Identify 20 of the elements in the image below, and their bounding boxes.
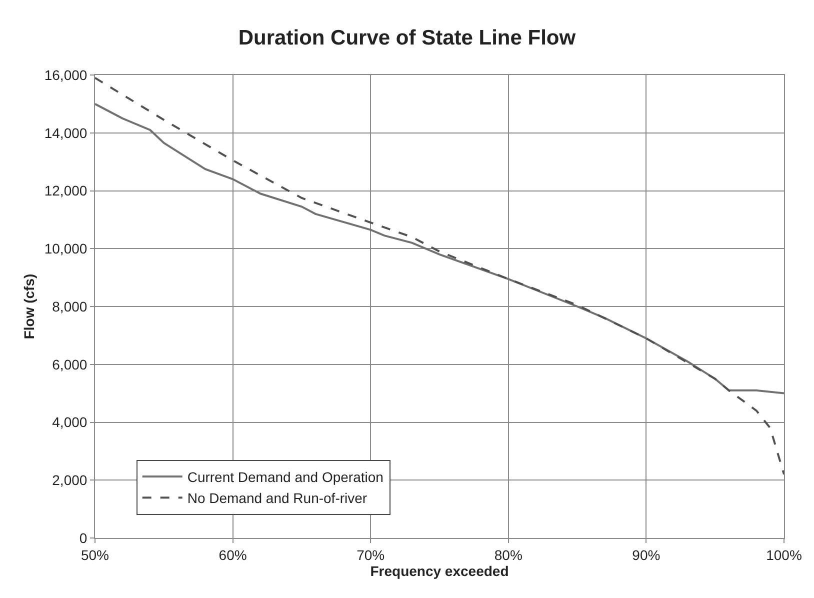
y-tick-label: 16,000 [44, 66, 88, 83]
y-tick-label: 12,000 [44, 182, 88, 199]
y-axis-title: Flow (cfs) [20, 274, 37, 340]
y-tick-label: 4,000 [52, 414, 88, 430]
y-tick-label: 2,000 [52, 472, 88, 488]
x-tick-label: 100% [766, 546, 802, 563]
y-tick-label: 10,000 [44, 240, 88, 257]
chart-title: Duration Curve of State Line Flow [238, 26, 576, 50]
x-tick-label: 80% [494, 546, 522, 563]
x-tick-label: 90% [632, 546, 660, 563]
y-tick-label: 0 [79, 530, 88, 546]
y-tick-label: 6,000 [52, 356, 88, 372]
x-tick-label: 50% [80, 546, 110, 563]
y-tick-label: 14,000 [44, 124, 88, 141]
x-tick-label: 60% [218, 546, 247, 563]
x-tick-label: 70% [356, 546, 385, 563]
legend-label: No Demand and Run-of-river [187, 490, 368, 506]
x-axis-title: Frequency exceeded [370, 563, 509, 580]
legend-label: Current Demand and Operation [187, 468, 384, 485]
y-tick-label: 8,000 [52, 298, 88, 314]
